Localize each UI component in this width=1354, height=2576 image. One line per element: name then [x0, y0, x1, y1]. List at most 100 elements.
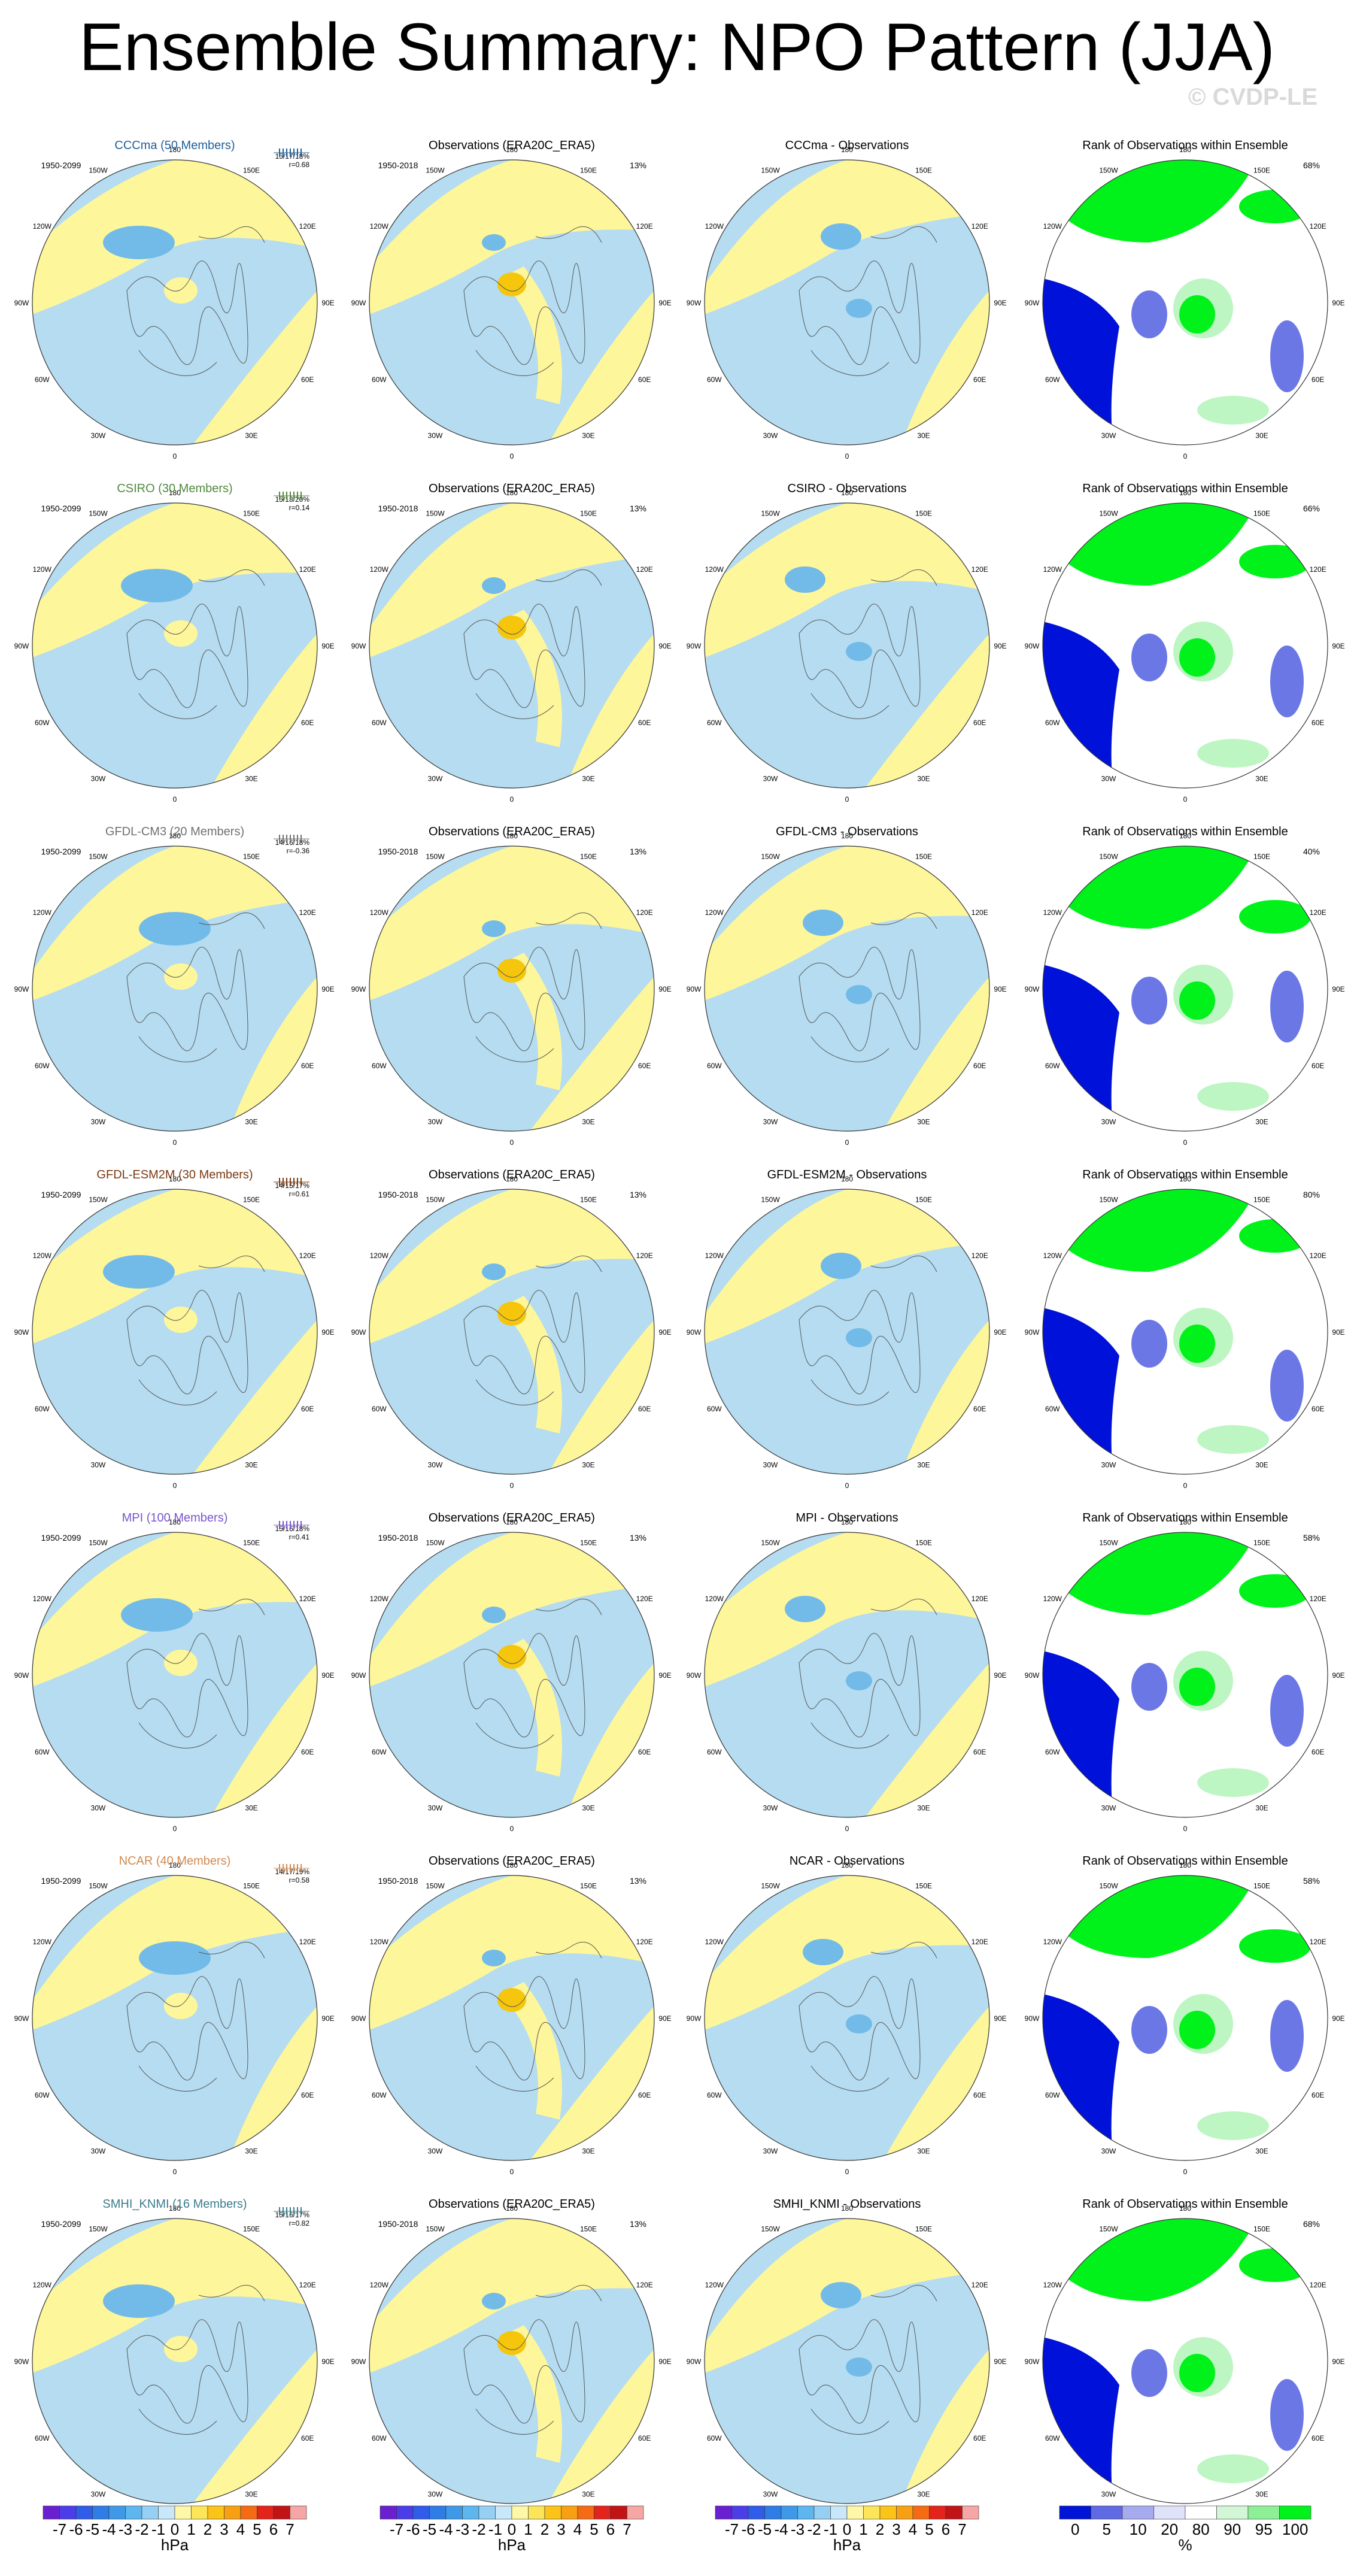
colorbar-swatch — [1279, 2505, 1312, 2520]
period-label: 1950-2018 — [378, 160, 418, 170]
longitude-label: 120E — [636, 1938, 653, 1946]
longitude-label: 60W — [35, 375, 50, 384]
correlation-label: r=0.58 — [289, 1876, 310, 1884]
longitude-label: 150E — [1253, 1538, 1270, 1547]
longitude-label: 90W — [1025, 2357, 1040, 2366]
longitude-label: 150E — [580, 166, 597, 174]
longitude-label: 120W — [705, 908, 724, 917]
map-border — [32, 1532, 318, 1818]
colorbar-swatch — [577, 2505, 594, 2520]
pattern-blob — [821, 223, 861, 250]
longitude-label: 90W — [687, 1671, 702, 1680]
pattern-blob — [1197, 739, 1269, 768]
pattern-blob — [1239, 900, 1311, 934]
longitude-label: 120E — [1310, 908, 1326, 917]
longitude-label: 90E — [1332, 1671, 1344, 1680]
colorbar-tick-label: 3 — [557, 2520, 565, 2538]
longitude-label: 60E — [638, 1748, 651, 1756]
longitude-label: 30W — [763, 775, 778, 783]
longitude-label: 150E — [243, 1881, 260, 1890]
longitude-label: 180 — [506, 832, 518, 840]
rank-percent-label: 80% — [1303, 1190, 1320, 1199]
variance-label: 13% — [630, 1533, 646, 1542]
pattern-blob — [1179, 638, 1215, 677]
longitude-label: 120W — [1043, 565, 1062, 574]
longitude-label: 120E — [299, 2281, 316, 2289]
longitude-label: 0 — [845, 1481, 849, 1490]
rank-title: Rank of Observations within Ensemble — [1082, 1168, 1288, 1181]
colorbar-swatch — [478, 2505, 496, 2520]
map-fill — [1043, 2219, 1328, 2504]
longitude-label: 90W — [351, 985, 366, 993]
rank-percent-label: 66% — [1303, 504, 1320, 513]
pattern-blob — [164, 1307, 198, 1333]
longitude-label: 180 — [506, 146, 518, 154]
pattern-region — [1065, 2219, 1257, 2301]
panel-model-row-4: 180 150E 120E 90E 60E 30E 0 30W 60W 90W 120W 150W GF… — [14, 1168, 335, 1490]
pattern-region — [369, 160, 654, 314]
pattern-blob — [164, 2336, 198, 2362]
longitude-label: 60E — [973, 2434, 986, 2442]
longitude-label: 90E — [658, 1671, 671, 1680]
longitude-label: 60W — [707, 719, 722, 727]
stats-label: 14/16/18% — [275, 838, 310, 847]
longitude-label: 30E — [917, 775, 930, 783]
longitude-label: 120E — [1310, 2281, 1326, 2289]
longitude-label: 30W — [763, 2490, 778, 2499]
map-border — [32, 1875, 318, 2161]
colorbar-swatch — [290, 2505, 307, 2520]
panel-model-row-6: 180 150E 120E 90E 60E 30E 0 30W 60W 90W 120W 150W NC… — [14, 1854, 335, 2176]
longitude-label: 120W — [33, 1938, 52, 1946]
longitude-label: 180 — [169, 1175, 181, 1183]
pattern-region — [500, 2325, 562, 2463]
colorbar-swatch — [59, 2505, 77, 2520]
longitude-label: 30W — [428, 2147, 443, 2156]
longitude-label: 0 — [1183, 2168, 1188, 2176]
longitude-label: 0 — [510, 452, 514, 460]
pattern-blob — [103, 2284, 175, 2318]
longitude-label: 120W — [705, 1938, 724, 1946]
pattern-blob — [846, 1328, 872, 1347]
pattern-blob — [1197, 2111, 1269, 2140]
pattern-blob — [103, 1255, 175, 1289]
longitude-label: 60W — [707, 2434, 722, 2442]
longitude-label: 60E — [301, 2091, 314, 2099]
longitude-label: 30E — [1255, 1804, 1268, 1813]
pattern-blob — [139, 1941, 211, 1975]
pattern-blob — [1131, 634, 1167, 681]
longitude-label: 90E — [1332, 1328, 1344, 1337]
stats-label: 15/17/18% — [275, 152, 310, 160]
longitude-label: 150W — [89, 852, 108, 860]
longitude-label: 150E — [580, 1195, 597, 1204]
pattern-blob — [1197, 396, 1269, 425]
period-label: 1950-2018 — [378, 504, 418, 513]
colorbar-swatch — [429, 2505, 447, 2520]
longitude-label: 60W — [35, 719, 50, 727]
panel-rank-row-3: 180 150E 120E 90E 60E 30E 0 30W 60W 90W 120W 150W Ra… — [1025, 825, 1345, 1147]
pattern-blob — [1270, 320, 1304, 392]
obs-title: Observations (ERA20C_ERA5) — [429, 482, 595, 495]
map-fill — [32, 1532, 317, 1817]
longitude-label: 60W — [35, 1748, 50, 1756]
longitude-label: 60W — [1045, 719, 1060, 727]
map-fill — [369, 503, 654, 788]
map-border — [704, 2218, 990, 2504]
pattern-blob — [103, 226, 175, 259]
longitude-label: 30E — [582, 1118, 594, 1126]
colorbar-swatch — [240, 2505, 257, 2520]
longitude-label: 180 — [169, 832, 181, 840]
pattern-blob — [1131, 977, 1167, 1025]
panel-rank-row-6: 180 150E 120E 90E 60E 30E 0 30W 60W 90W 120W 150W Ra… — [1025, 1854, 1345, 2176]
longitude-label: 30E — [917, 1118, 930, 1126]
longitude-label: 90E — [321, 299, 334, 307]
longitude-label: 0 — [510, 2168, 514, 2176]
diff-title: NCAR - Observations — [790, 1854, 904, 1868]
panel-model-row-2: 180 150E 120E 90E 60E 30E 0 30W 60W 90W 120W 150W CS… — [14, 482, 335, 804]
longitude-label: 30W — [1101, 2490, 1116, 2499]
map-border — [704, 159, 990, 446]
longitude-label: 60E — [1312, 1405, 1324, 1413]
longitude-label: 120E — [299, 1595, 316, 1603]
longitude-label: 90E — [994, 2014, 1006, 2023]
coastline — [463, 569, 602, 719]
colorbar-tick-label: 4 — [573, 2520, 582, 2538]
